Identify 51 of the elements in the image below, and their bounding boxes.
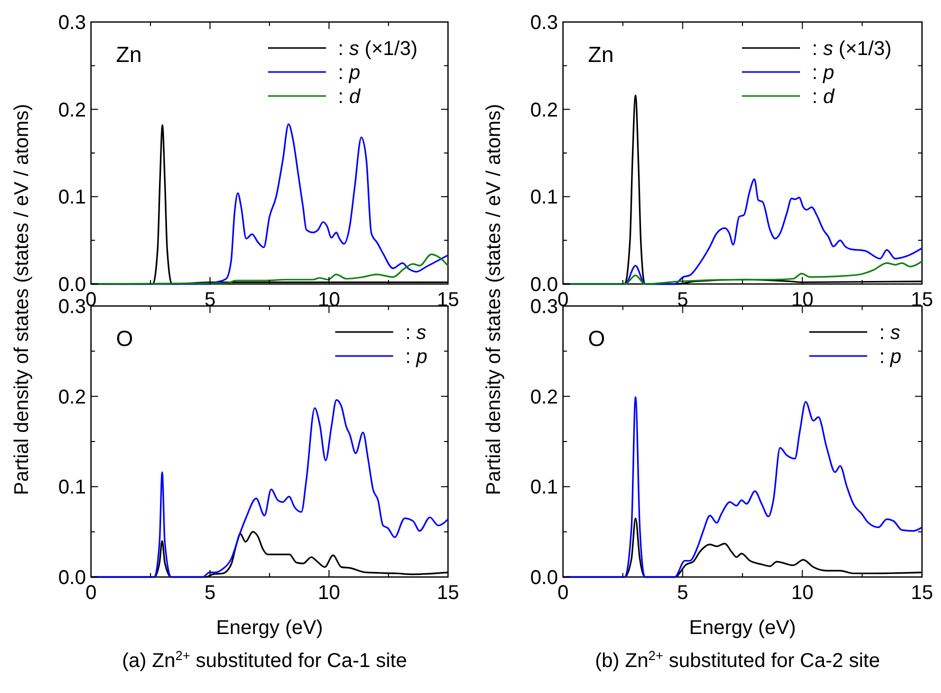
y-tick-label: 0.1 bbox=[58, 476, 86, 499]
y-tick-label: 0.1 bbox=[58, 186, 86, 209]
y-tick-label: 0.3 bbox=[58, 12, 86, 34]
y-axis-title: Partial density of states (states / eV / atoms) bbox=[483, 104, 505, 496]
y-tick-label: 0.0 bbox=[530, 274, 558, 296]
legend-label: : d bbox=[338, 86, 362, 108]
legend-label: : p bbox=[812, 62, 834, 84]
legend-label: : d bbox=[812, 86, 836, 108]
y-tick-label: 0.2 bbox=[530, 99, 558, 122]
legend-label: : p bbox=[338, 62, 360, 84]
x-tick-label: 5 bbox=[204, 582, 216, 604]
line-series bbox=[562, 260, 923, 285]
annotation: Zn bbox=[588, 42, 614, 67]
annotation: Zn bbox=[116, 42, 142, 67]
y-tick-label: 0.0 bbox=[58, 567, 86, 589]
line-series bbox=[562, 396, 923, 578]
y-tick-label: 0.0 bbox=[58, 274, 86, 296]
x-tick-label: 10 bbox=[318, 582, 340, 604]
y-tick-label: 0.3 bbox=[530, 12, 558, 34]
y-tick-label: 0.1 bbox=[530, 186, 558, 209]
y-tick-label: 0.3 bbox=[58, 296, 86, 318]
legend-label: : s (×1/3) bbox=[338, 38, 418, 60]
text: (b) Zn$^{2+}$ substituted for Ca-2 site bbox=[595, 648, 880, 672]
text: (a) Zn$^{2+}$ substituted for Ca-1 site bbox=[122, 648, 407, 672]
x-tick-label: 15 bbox=[910, 582, 934, 604]
y-axis-title: Partial density of states (states / eV / atoms) bbox=[11, 104, 33, 496]
legend-label: : s bbox=[405, 322, 426, 344]
y-tick-label: 0.2 bbox=[58, 386, 86, 408]
y-tick-label: 0.0 bbox=[530, 567, 558, 589]
annotation: O bbox=[588, 326, 606, 351]
legend-label: : p bbox=[405, 346, 428, 368]
x-tick-label: 15 bbox=[436, 582, 460, 604]
legend-label: : s bbox=[879, 322, 900, 344]
x-tick-label: 5 bbox=[677, 289, 688, 311]
y-tick-label: 0.2 bbox=[58, 99, 86, 122]
x-tick-label: 0 bbox=[557, 582, 569, 604]
line-series bbox=[90, 254, 449, 285]
legend-label: : p bbox=[879, 346, 902, 368]
y-tick-label: 0.1 bbox=[530, 476, 558, 499]
x-tick-label: 0 bbox=[557, 289, 569, 311]
legend-label: : s (×1/3) bbox=[812, 38, 892, 60]
y-tick-label: 0.2 bbox=[530, 386, 558, 408]
annotation: O bbox=[116, 326, 134, 351]
x-tick-label: 5 bbox=[677, 582, 688, 604]
x-tick-label: 10 bbox=[791, 582, 814, 604]
x-tick-label: 0 bbox=[85, 289, 97, 311]
x-axis-title: Energy (eV) bbox=[216, 617, 323, 639]
x-tick-label: 0 bbox=[85, 582, 97, 604]
line-series bbox=[90, 399, 449, 578]
y-tick-label: 0.3 bbox=[530, 296, 558, 318]
x-axis-title: Energy (eV) bbox=[689, 617, 796, 639]
